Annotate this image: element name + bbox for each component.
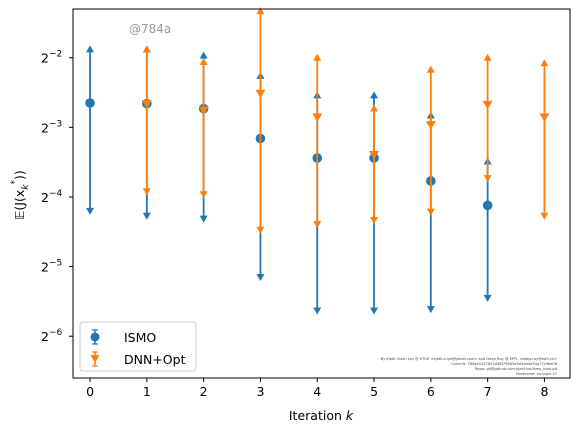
ismo-cap-lower [313,307,322,315]
y-tick-label: 2−5 [41,259,62,275]
legend-dnn-marker [90,355,100,363]
dnn-opt-point [255,89,266,99]
ismo-cap-lower [199,215,208,223]
x-axis: 0 1 2 3 4 5 6 7 8 [86,378,548,399]
y-axis: 2−62−52−42−32−2 [41,50,73,344]
dnn-opt-cap-upper [199,57,208,65]
x-tick-label: 6 [427,384,435,399]
y-axis-label: 𝔼(J(xk*)) [10,170,31,219]
y-axis-label-close: )) [12,170,27,180]
footnote-line-2: Commit: 784ae1037853d38f796b3e9d3ed4e54a… [451,362,558,366]
x-tick-label: 1 [143,384,151,399]
footnote-line-1: By Kjetil Olsen Lye @ ETHZ <kjetil.o.lye… [381,357,557,361]
y-tick-label: 2−6 [41,328,62,344]
x-tick-label: 5 [370,384,378,399]
ismo-cap-lower [142,212,151,220]
y-tick-label-base: 2 [41,260,49,275]
y-tick-label-exponent: −5 [49,259,62,269]
dnn-opt-cap-upper [142,45,151,53]
plot-frame [72,8,571,379]
x-tick-label: 2 [200,384,208,399]
dnn-opt-point [369,151,380,160]
series-dnn-opt [141,7,550,234]
dnn-opt-cap-lower [199,191,208,199]
dnn-opt-cap-lower [426,208,435,216]
dnn-opt-cap-upper [426,65,435,73]
ismo-point [482,200,493,211]
ismo-cap-lower [370,307,379,315]
legend: ISMO DNN+Opt [79,321,197,372]
dnn-opt-cap-upper [540,59,549,67]
dnn-opt-cap-upper [256,7,265,15]
dnn-opt-point [425,121,436,130]
y-tick-label-exponent: −4 [49,189,63,199]
legend-dnn-label: DNN+Opt [124,352,186,367]
dnn-opt-cap-upper [313,53,322,61]
y-axis-label-text: 𝔼(J(x [12,190,27,220]
dnn-opt-cap-upper [370,104,379,112]
x-tick-label: 4 [313,384,321,399]
x-axis-label: Iteration k [289,408,354,423]
y-tick-label-base: 2 [41,190,49,205]
ismo-cap-upper [370,91,379,99]
dnn-opt-cap-lower [370,216,379,224]
legend-entry-dnn-opt: DNN+Opt [90,351,186,367]
y-tick-label-base: 2 [41,120,49,135]
dnn-opt-cap-lower [313,221,322,229]
legend-box [79,321,197,372]
y-tick-label-base: 2 [41,329,49,344]
dnn-opt-point [539,113,550,122]
ismo-cap-lower [256,274,265,282]
x-tick-label: 7 [484,384,492,399]
footnote: By Kjetil Olsen Lye @ ETHZ <kjetil.o.lye… [381,357,558,376]
y-axis-label-subscript: k [21,184,31,190]
dnn-opt-cap-lower [256,226,265,234]
y-tick-label: 2−2 [41,50,62,66]
x-tick-label: 8 [540,384,548,399]
y-tick-label: 2−3 [41,119,62,135]
dnn-opt-cap-lower [142,188,151,196]
ismo-cap-upper [199,51,208,59]
footnote-line-4: Hostname: eu-login-37 [516,372,557,376]
x-axis-label-variable: k [346,408,354,423]
y-tick-label-exponent: −6 [49,328,63,338]
y-tick-label-exponent: −2 [49,50,62,60]
plot-area [85,7,550,315]
y-tick-label: 2−4 [41,189,62,205]
legend-ismo-label: ISMO [124,330,156,345]
ismo-point [85,98,95,108]
dnn-opt-cap-upper [483,53,492,61]
dnn-opt-point [482,100,493,110]
x-tick-label: 3 [256,384,264,399]
y-tick-label-base: 2 [41,51,49,66]
watermark: @784a [129,22,171,36]
dnn-opt-point [312,113,323,122]
footnote-line-3: Repo: git@github.com:kjetil-lye/ismo_hea… [475,367,558,371]
dnn-opt-cap-lower [483,175,492,183]
legend-ismo-marker [90,332,100,342]
legend-entry-ismo: ISMO [90,329,156,345]
dnn-opt-point [141,100,152,109]
ismo-cap-lower [426,306,435,314]
x-tick-label: 0 [86,384,94,399]
ismo-cap-upper [86,45,95,53]
ismo-cap-lower [483,294,492,302]
dnn-opt-point [198,106,209,115]
y-axis-label-superscript: * [10,180,20,185]
y-tick-label-exponent: −3 [49,119,62,129]
x-axis-label-text: Iteration [289,408,346,423]
dnn-opt-cap-lower [540,212,549,220]
ismo-cap-lower [86,207,95,215]
